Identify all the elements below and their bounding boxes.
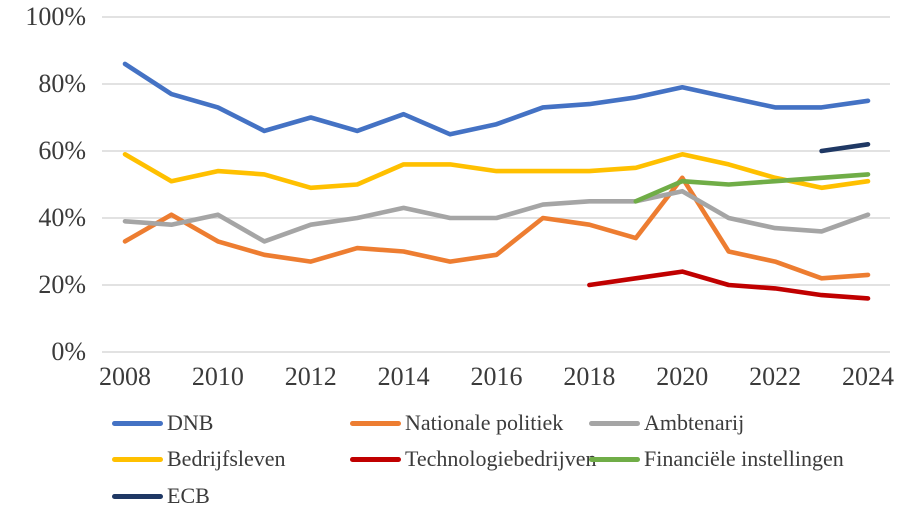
- legend-swatch-financi-le-instellingen: [589, 456, 640, 462]
- legend-label-financi-le-instellingen: Financiële instellingen: [644, 446, 844, 471]
- legend-label-nationale-politiek: Nationale politiek: [405, 410, 564, 435]
- series-line-financi-le-instellingen: [633, 172, 871, 204]
- legend-swatch-dnb: [112, 420, 163, 426]
- series-line-nationale-politiek: [122, 175, 871, 281]
- legend-item-bedrijfsleven: Bedrijfsleven: [112, 446, 286, 472]
- series-line-ecb: [819, 142, 871, 154]
- series-line-bedrijfsleven: [122, 152, 871, 191]
- legend-item-ecb: ECB: [112, 483, 210, 509]
- legend-swatch-nationale-politiek: [350, 420, 401, 426]
- x-tick-label-2010: 2010: [191, 362, 244, 391]
- y-tick-label-40: 40%: [38, 203, 86, 232]
- x-tick-label-2008: 2008: [99, 362, 151, 391]
- series-line-technologiebedrijven: [587, 269, 871, 301]
- y-tick-label-60: 60%: [38, 136, 86, 165]
- x-tick-label-2014: 2014: [377, 362, 430, 391]
- legend-item-ambtenarij: Ambtenarij: [589, 410, 744, 436]
- x-tick-label-2018: 2018: [563, 362, 616, 391]
- x-tick-label-2016: 2016: [470, 362, 523, 391]
- legend-label-bedrijfsleven: Bedrijfsleven: [167, 446, 286, 471]
- legend-item-nationale-politiek: Nationale politiek: [350, 410, 563, 436]
- x-tick-label-2022: 2022: [749, 362, 802, 391]
- legend-swatch-ambtenarij: [589, 420, 640, 426]
- y-tick-label-100: 100%: [25, 2, 86, 31]
- y-tick-label-80: 80%: [38, 69, 86, 98]
- y-tick-label-20: 20%: [38, 270, 86, 299]
- legend-swatch-ecb: [112, 493, 163, 499]
- legend-label-ambtenarij: Ambtenarij: [644, 410, 745, 435]
- y-tick-label-0: 0%: [51, 337, 86, 366]
- x-tick-label-2024: 2024: [842, 362, 894, 391]
- legend-swatch-technologiebedrijven: [350, 456, 401, 462]
- legend-item-financi-le-instellingen: Financiële instellingen: [589, 446, 844, 472]
- legend-item-dnb: DNB: [112, 410, 213, 436]
- x-tick-label-2012: 2012: [284, 362, 337, 391]
- legend-swatch-bedrijfsleven: [112, 456, 163, 462]
- series-line-dnb: [122, 61, 871, 137]
- series-line-ambtenarij: [122, 188, 871, 244]
- legend-label-ecb: ECB: [167, 483, 210, 508]
- legend-item-technologiebedrijven: Technologiebedrijven: [350, 446, 597, 472]
- x-tick-label-2020: 2020: [656, 362, 709, 391]
- legend-label-dnb: DNB: [167, 410, 214, 435]
- legend-label-technologiebedrijven: Technologiebedrijven: [405, 446, 597, 471]
